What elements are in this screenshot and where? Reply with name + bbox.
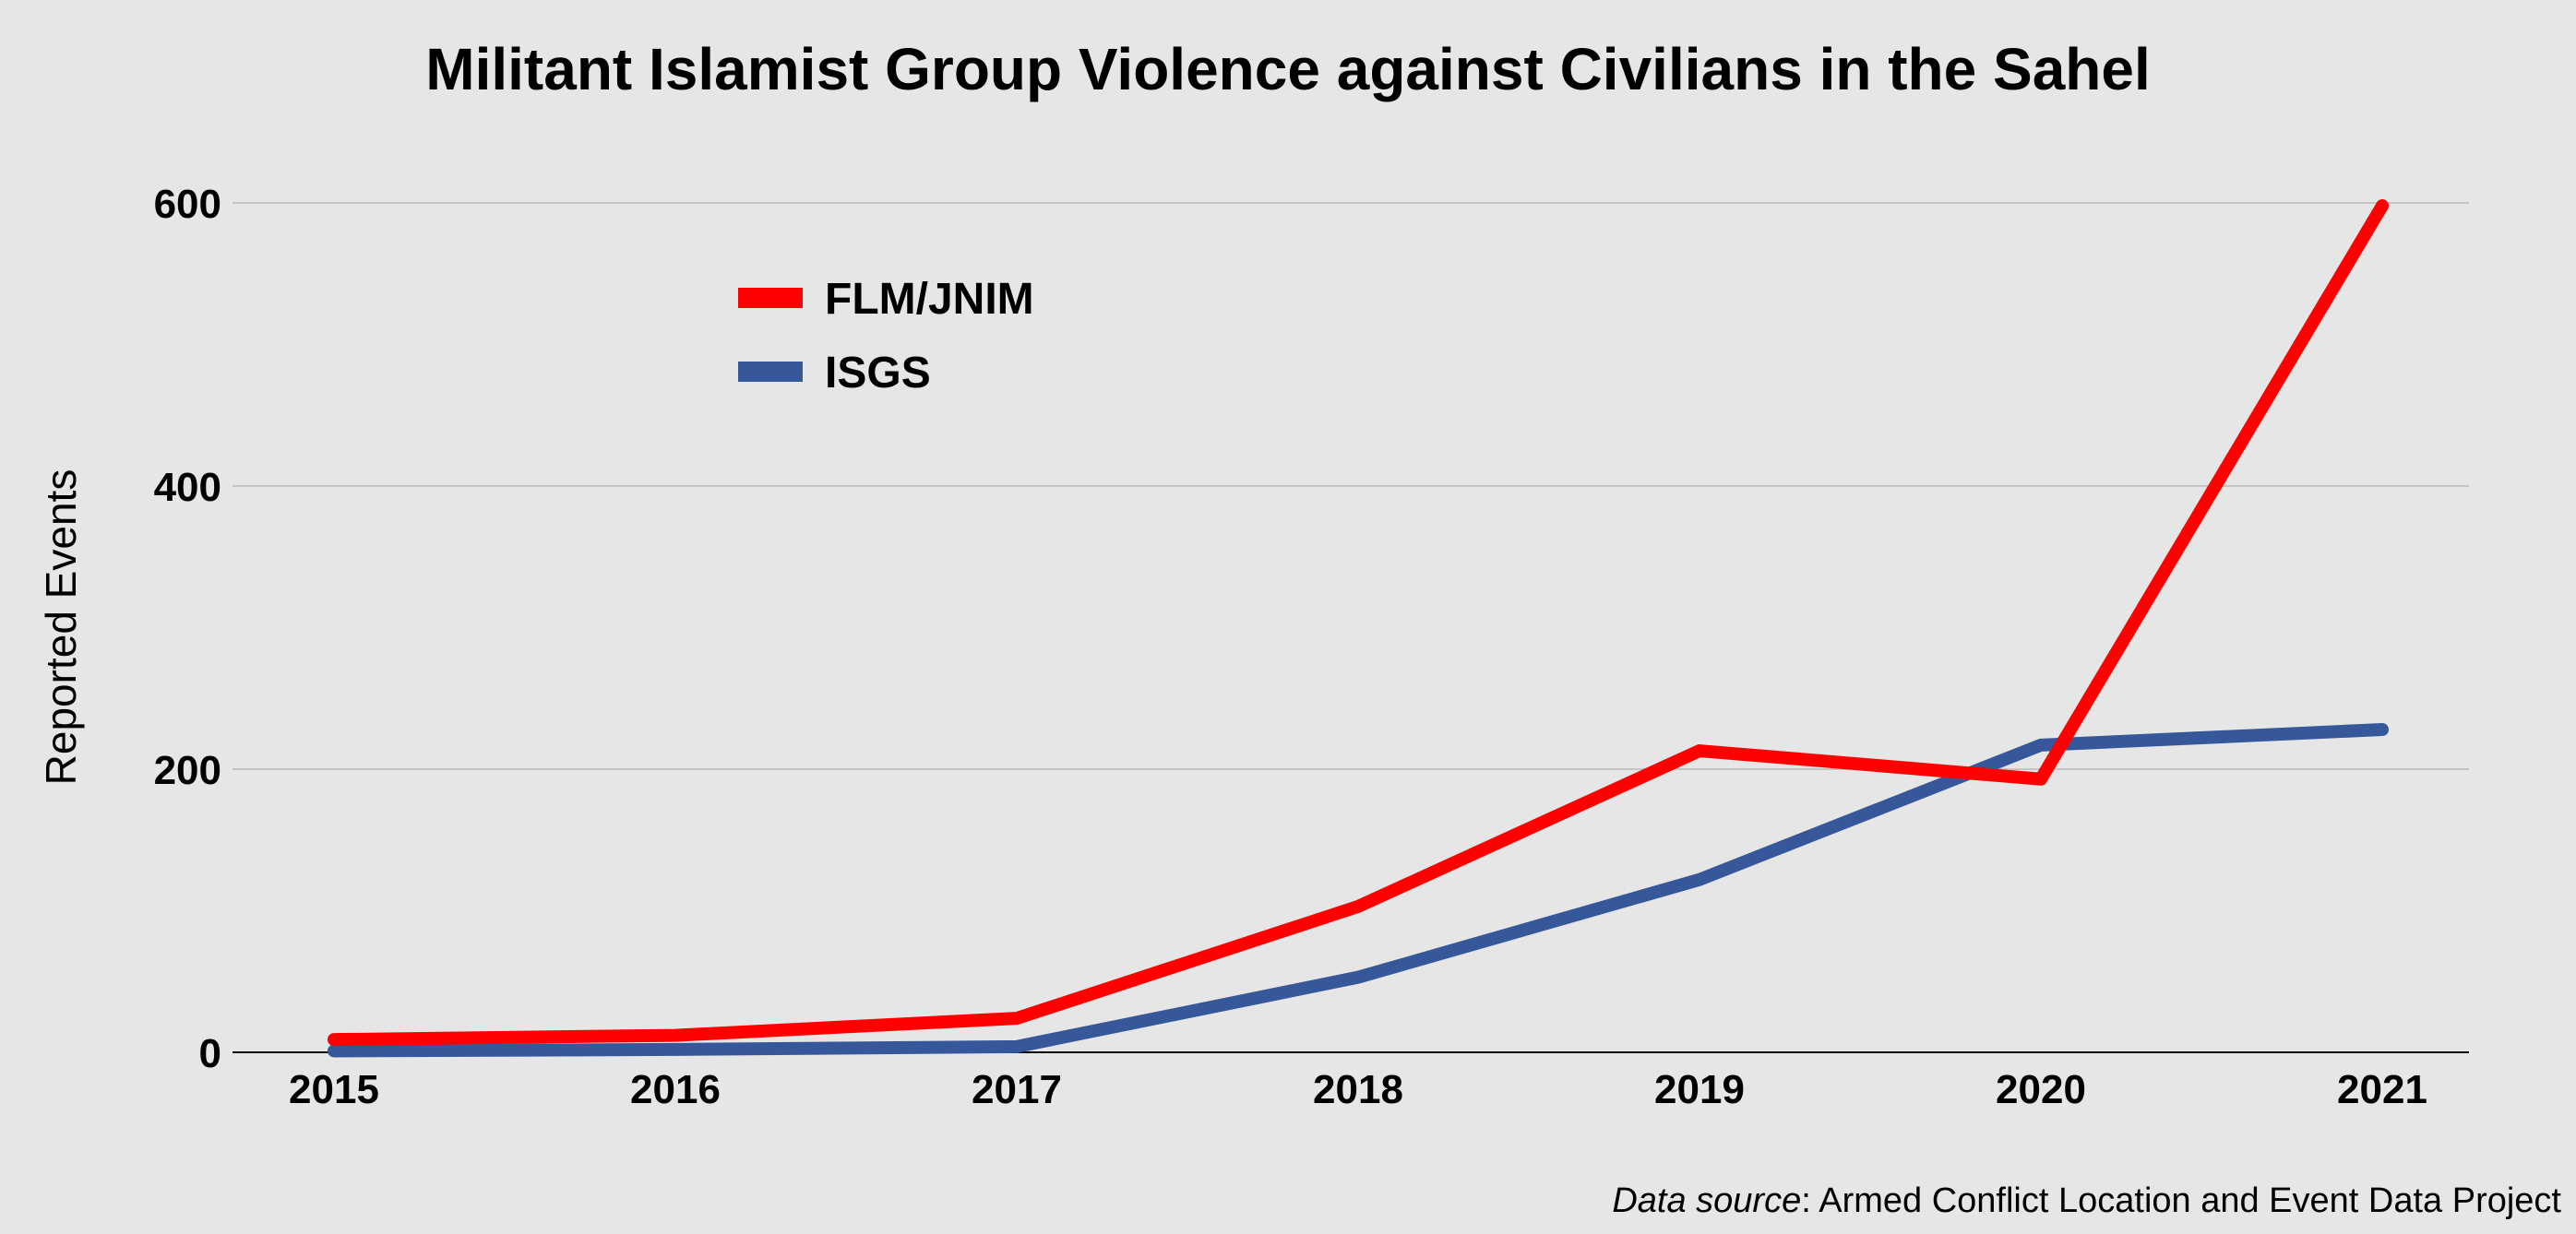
legend-label-1: ISGS (825, 349, 931, 397)
y-axis-ticks: 0 200 400 600 (154, 182, 221, 1076)
y-axis-label: Reported Events (37, 469, 85, 786)
x-tick-label: 2018 (1313, 1067, 1403, 1112)
x-tick-label: 2017 (972, 1067, 1062, 1112)
series-line-0 (328, 199, 2389, 1047)
x-tick-label: 2015 (289, 1067, 379, 1112)
y-tick-label: 400 (154, 465, 221, 510)
y-tick-label: 600 (154, 182, 221, 227)
series-lines (328, 199, 2389, 1058)
y-tick-label: 200 (154, 748, 221, 793)
series-line-1 (328, 723, 2389, 1058)
y-tick-label: 0 (199, 1031, 221, 1076)
data-source-label: Data source (1612, 1181, 1801, 1220)
chart-title: Militant Islamist Group Violence against… (425, 36, 2151, 102)
data-source-text: : Armed Conflict Location and Event Data… (1801, 1181, 2561, 1220)
x-tick-label: 2016 (630, 1067, 721, 1112)
x-tick-label: 2020 (1996, 1067, 2086, 1112)
legend: FLM/JNIM ISGS (738, 275, 1034, 397)
x-tick-label: 2021 (2337, 1067, 2427, 1112)
gridlines (233, 202, 2469, 770)
x-axis-ticks: 2015 2016 2017 2018 2019 2020 2021 (289, 1067, 2427, 1112)
x-tick-label: 2019 (1654, 1067, 1745, 1112)
legend-label-0: FLM/JNIM (825, 275, 1034, 324)
data-source-note: Data source: Armed Conflict Location and… (1612, 1181, 2561, 1220)
